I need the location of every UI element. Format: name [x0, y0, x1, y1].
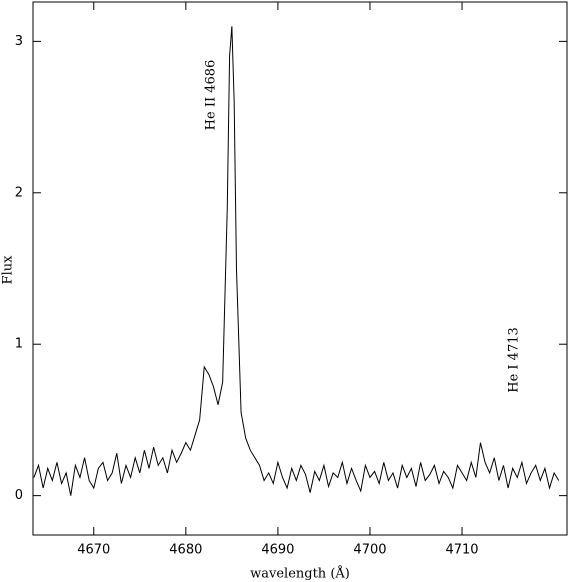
annotation: He II 4686: [204, 60, 219, 131]
y-tick-label: 0: [15, 488, 23, 503]
x-tick-label: 4690: [261, 543, 294, 558]
x-tick-label: 4700: [353, 543, 386, 558]
x-axis-label: wavelength (Å): [250, 566, 350, 582]
y-tick-label: 3: [15, 34, 23, 49]
annotation: He I 4713: [507, 327, 522, 393]
x-tick-label: 4680: [169, 543, 202, 558]
y-axis-label: Flux: [1, 255, 16, 285]
y-tick-label: 2: [15, 185, 23, 200]
x-tick-label: 4670: [77, 543, 110, 558]
x-tick-label: 4710: [445, 543, 478, 558]
plot-frame: [32, 1, 568, 536]
y-tick-label: 1: [15, 337, 23, 352]
spectrum-line: [33, 26, 560, 496]
